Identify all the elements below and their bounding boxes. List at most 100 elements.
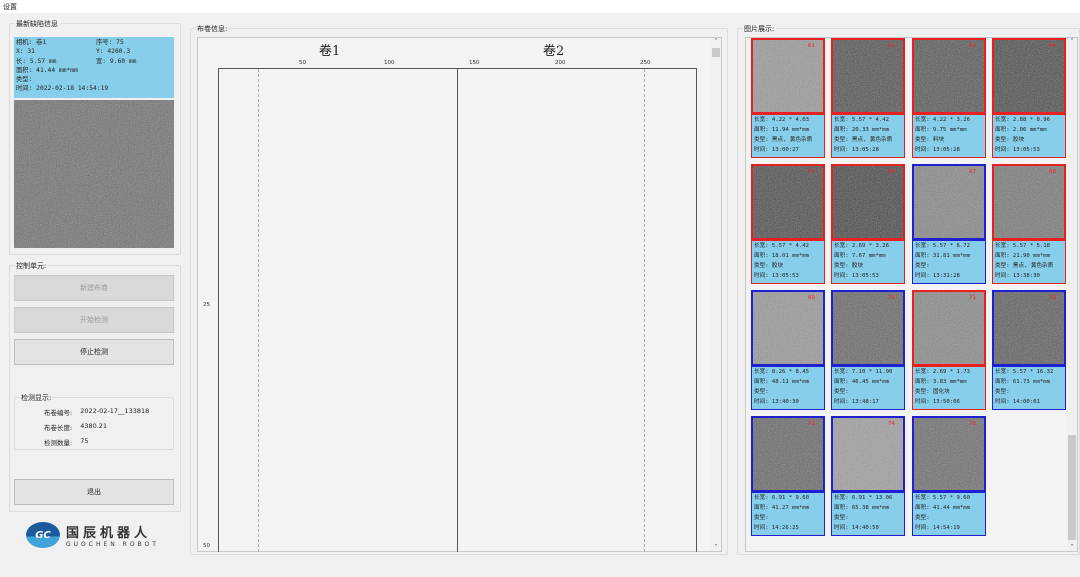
defect-card[interactable]: 63 长宽: 4.22 * 3.26 面积: 9.75 mm*mm 类型: 料块…	[912, 38, 986, 158]
defect-area: 面积: 48.11 mm*mm	[754, 379, 809, 385]
roll-id-label: 布卷编号:	[44, 409, 73, 417]
roll-scrollbar[interactable]: ˄ ˅	[711, 38, 721, 551]
defect-card[interactable]: 74 长宽: 6.91 * 13.06 面积: 65.38 mm*mm 类型: …	[831, 416, 905, 536]
defect-time: 时间: 13:05:53	[995, 147, 1040, 153]
defect-image[interactable]: 70	[831, 290, 905, 366]
scroll-thumb[interactable]	[1068, 435, 1076, 540]
defect-image[interactable]: 69	[751, 290, 825, 366]
defect-size: 长宽: 6.91 * 9.60	[754, 495, 809, 501]
window-title: 设置	[0, 0, 1080, 13]
defect-size: 长宽: 5.57 * 4.42	[754, 243, 809, 249]
scroll-thumb[interactable]	[712, 48, 720, 57]
roll-divider	[457, 68, 458, 552]
defect-type: 类型:	[834, 515, 849, 521]
defect-number: 64	[1049, 43, 1056, 49]
defect-card[interactable]: 67 长宽: 5.57 * 6.72 面积: 31.81 mm*mm 类型: 时…	[912, 164, 986, 284]
defect-meta: 长宽: 7.10 * 11.90 面积: 46.45 mm*mm 类型: 时间:…	[831, 366, 905, 410]
defect-image[interactable]: 72	[992, 290, 1066, 366]
defect-area: 面积: 21.90 mm*mm	[995, 253, 1050, 259]
defect-image[interactable]: 71	[912, 290, 986, 366]
scroll-down-icon[interactable]: ˅	[1070, 544, 1074, 551]
scroll-down-icon[interactable]: ˅	[714, 544, 718, 551]
defect-size: 长宽: 8.26 * 8.45	[754, 369, 809, 375]
defect-image[interactable]: 67	[912, 164, 986, 240]
defect-card[interactable]: 61 长宽: 4.22 * 4.03 面积: 11.94 mm*mm 类型: 黑…	[751, 38, 825, 158]
time: 时间: 2022-02-18 14:54:19	[16, 85, 109, 93]
gallery-scrollbar[interactable]: ˄ ˅	[1067, 38, 1077, 551]
defect-type: 类型: 固化块	[915, 389, 950, 395]
scroll-up-icon[interactable]: ˄	[1070, 38, 1074, 45]
defect-image[interactable]: 66	[831, 164, 905, 240]
count: 75	[80, 437, 89, 445]
defect-number: 65	[808, 169, 815, 175]
defect-number: 61	[808, 43, 815, 49]
defect-card[interactable]: 65 长宽: 5.57 * 4.42 面积: 18.01 mm*mm 类型: 胶…	[751, 164, 825, 284]
roll-info-group: 布卷信息:	[190, 24, 728, 555]
defect-image[interactable]: 65	[751, 164, 825, 240]
latest-defect-title: 最新缺陷信息	[14, 19, 60, 29]
defect-number: 69	[808, 295, 815, 301]
y-tick: 25	[203, 302, 210, 308]
defect-image[interactable]: 68	[992, 164, 1066, 240]
defect-area: 面积: 9.75 mm*mm	[915, 127, 967, 133]
defect-number: 71	[969, 295, 976, 301]
defect-card[interactable]: 66 长宽: 2.69 * 3.26 面积: 7.67 mm*mm 类型: 胶块…	[831, 164, 905, 284]
roll-canvas	[197, 37, 722, 552]
defect-image[interactable]: 64	[992, 38, 1066, 114]
defect-card[interactable]: 62 长宽: 5.57 * 4.42 面积: 20.33 mm*mm 类型: 黑…	[831, 38, 905, 158]
new-roll-button[interactable]: 新建布卷	[14, 275, 174, 301]
defect-card[interactable]: 69 长宽: 8.26 * 8.45 面积: 48.11 mm*mm 类型: 时…	[751, 290, 825, 410]
defect-time: 时间: 13:48:17	[834, 399, 879, 405]
defect-area: 面积: 18.01 mm*mm	[754, 253, 809, 259]
defect-type: 类型:	[834, 389, 849, 395]
defect-type: 类型: 胶块	[995, 137, 1025, 143]
defect-type: 类型:	[995, 389, 1010, 395]
defect-image[interactable]: 74	[831, 416, 905, 492]
defect-card[interactable]: 68 长宽: 5.57 * 5.18 面积: 21.90 mm*mm 类型: 黑…	[992, 164, 1066, 284]
logo-cn: 国辰机器人	[66, 526, 152, 541]
width: 宽: 9.60 mm	[96, 57, 137, 65]
scroll-up-icon[interactable]: ˄	[714, 38, 718, 45]
defect-area: 面积: 61.73 mm*mm	[995, 379, 1050, 385]
roll-length: 4380.21	[80, 422, 108, 430]
defect-area: 面积: 41.27 mm*mm	[754, 505, 809, 511]
defect-size: 长宽: 4.22 * 3.26	[915, 117, 970, 123]
latest-defect-group: 最新缺陷信息	[9, 19, 181, 255]
defect-card[interactable]: 64 长宽: 2.88 * 0.96 面积: 2.06 mm*mm 类型: 胶块…	[992, 38, 1066, 158]
defect-area: 面积: 65.38 mm*mm	[834, 505, 889, 511]
x-tick: 250	[640, 60, 651, 66]
defect-image[interactable]: 61	[751, 38, 825, 114]
defect-area: 面积: 2.06 mm*mm	[995, 127, 1047, 133]
defect-time: 时间: 13:50:06	[915, 399, 960, 405]
defect-time: 时间: 13:40:30	[754, 399, 799, 405]
start-detect-button[interactable]: 开始检测	[14, 307, 174, 333]
defect-image[interactable]: 62	[831, 38, 905, 114]
defect-time: 时间: 13:38:30	[995, 273, 1040, 279]
defect-card[interactable]: 75 长宽: 5.57 * 9.60 面积: 41.44 mm*mm 类型: 时…	[912, 416, 986, 536]
defect-area: 面积: 11.94 mm*mm	[754, 127, 809, 133]
detect-display-title: 检测显示:	[19, 393, 54, 403]
defect-area: 面积: 7.67 mm*mm	[834, 253, 886, 259]
defect-type: 类型: 胶块	[834, 263, 864, 269]
defect-time: 时间: 14:00:01	[995, 399, 1040, 405]
count-label: 检测数量:	[44, 439, 73, 447]
gallery-list: 61 长宽: 4.22 * 4.03 面积: 11.94 mm*mm 类型: 黑…	[745, 37, 1078, 552]
logo-mark: GC	[26, 522, 60, 548]
stop-detect-button[interactable]: 停止检测	[14, 339, 174, 365]
defect-image[interactable]: 75	[912, 416, 986, 492]
roll1-label: 卷1	[319, 44, 341, 59]
defect-number: 67	[969, 169, 976, 175]
defect-time: 时间: 13:05:28	[915, 147, 960, 153]
defect-card[interactable]: 73 长宽: 6.91 * 9.60 面积: 41.27 mm*mm 类型: 时…	[751, 416, 825, 536]
type: 类型:	[16, 76, 33, 84]
defect-card[interactable]: 70 长宽: 7.10 * 11.90 面积: 46.45 mm*mm 类型: …	[831, 290, 905, 410]
defect-type: 类型:	[915, 515, 930, 521]
defect-meta: 长宽: 2.69 * 3.26 面积: 7.67 mm*mm 类型: 胶块 时间…	[831, 240, 905, 284]
defect-card[interactable]: 72 长宽: 5.57 * 16.32 面积: 61.73 mm*mm 类型: …	[992, 290, 1066, 410]
exit-button[interactable]: 退出	[14, 479, 174, 505]
defect-image[interactable]: 63	[912, 38, 986, 114]
defect-card[interactable]: 71 长宽: 2.69 * 1.73 面积: 3.83 mm*mm 类型: 固化…	[912, 290, 986, 410]
defect-meta: 长宽: 6.91 * 13.06 面积: 65.38 mm*mm 类型: 时间:…	[831, 492, 905, 536]
defect-area: 面积: 31.81 mm*mm	[915, 253, 970, 259]
defect-image[interactable]: 73	[751, 416, 825, 492]
